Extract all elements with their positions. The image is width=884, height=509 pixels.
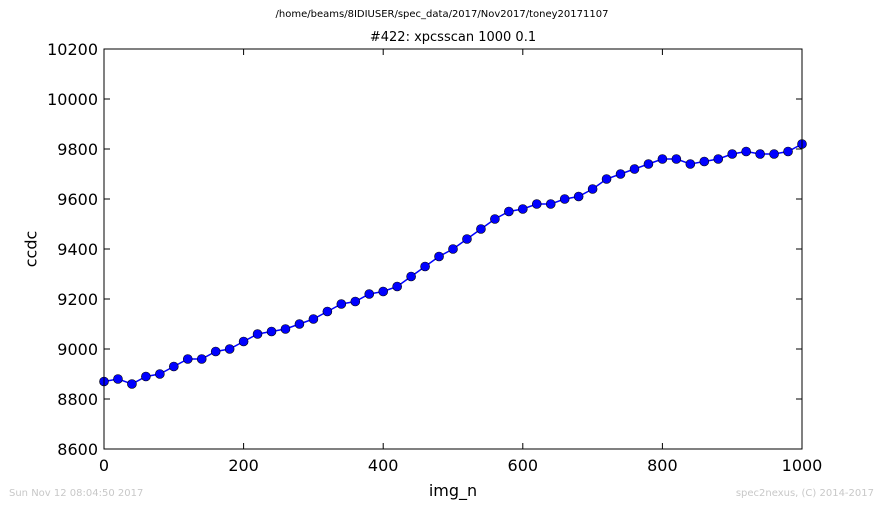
y-tick-label: 10200 <box>47 40 98 59</box>
data-point <box>629 164 640 174</box>
data-point <box>378 286 389 297</box>
data-point <box>266 326 277 337</box>
y-tick-label: 8800 <box>57 390 98 409</box>
data-point <box>350 296 361 307</box>
data-point <box>713 154 724 164</box>
data-point <box>238 336 249 347</box>
data-point <box>769 149 779 159</box>
x-tick-label: 600 <box>508 456 539 475</box>
data-point <box>434 251 444 262</box>
data-point <box>504 206 514 217</box>
y-tick-label: 9800 <box>57 140 98 159</box>
data-point <box>783 146 793 157</box>
y-tick-label: 10000 <box>47 90 98 109</box>
data-point <box>545 199 556 209</box>
footer-credit: spec2nexus, (C) 2014-2017 <box>735 488 874 499</box>
series-line <box>103 143 803 385</box>
data-point <box>671 154 682 164</box>
data-point <box>210 346 221 357</box>
data-point <box>308 314 319 324</box>
x-axis-label: img_n <box>428 481 478 500</box>
y-tick-label: 9600 <box>57 190 98 209</box>
data-point <box>517 204 528 214</box>
chart-title: #422: xpcsscan 1000 0.1 <box>369 30 537 45</box>
data-point <box>587 184 598 194</box>
data-point <box>252 329 263 339</box>
data-point <box>169 361 179 372</box>
series-group <box>99 139 807 389</box>
footer-timestamp: Sun Nov 12 08:04:50 2017 <box>9 488 144 499</box>
data-point <box>448 244 458 254</box>
data-point <box>322 306 333 317</box>
data-point <box>392 281 402 292</box>
y-tick-label: 9200 <box>57 290 98 309</box>
data-point <box>364 289 375 299</box>
data-point <box>685 159 696 169</box>
data-point <box>531 199 542 209</box>
data-point <box>336 299 347 309</box>
data-point <box>490 214 500 224</box>
y-tick-label: 9000 <box>57 340 98 359</box>
data-point <box>127 379 137 389</box>
data-point <box>573 191 584 202</box>
y-tick-label: 8600 <box>57 440 98 459</box>
data-point <box>643 159 654 169</box>
data-point <box>727 149 738 159</box>
data-point <box>196 354 207 364</box>
data-point <box>657 154 668 164</box>
data-point <box>113 374 123 384</box>
x-tick-label: 0 <box>99 456 109 475</box>
data-point <box>601 174 612 184</box>
data-point <box>420 261 430 272</box>
data-point <box>294 319 305 329</box>
axis-ticks: 0 200 400 600 800 1000 8600 8800 9000 9200 9400 960… <box>47 40 822 475</box>
data-point <box>155 369 165 379</box>
data-point <box>559 194 570 204</box>
x-tick-label: 1000 <box>782 456 823 475</box>
x-tick-label: 200 <box>228 456 259 475</box>
data-point <box>741 146 751 157</box>
data-point <box>755 149 765 159</box>
data-point <box>476 224 486 234</box>
y-axis-label: ccdc <box>21 230 41 268</box>
data-point <box>141 371 151 382</box>
plot-frame <box>103 48 803 450</box>
y-tick-label: 9400 <box>57 240 98 259</box>
data-point <box>615 169 626 179</box>
data-point <box>699 156 710 167</box>
data-point <box>462 234 472 244</box>
x-tick-label: 800 <box>647 456 678 475</box>
data-point <box>224 344 235 354</box>
data-point <box>182 354 193 364</box>
data-point <box>280 324 291 334</box>
data-point <box>406 271 416 282</box>
x-tick-label: 400 <box>368 456 399 475</box>
figure-suptitle: /home/beams/8IDIUSER/spec_data/2017/Nov2… <box>275 9 609 20</box>
